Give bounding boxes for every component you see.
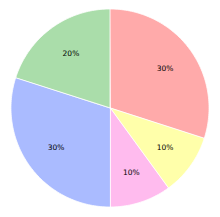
- svg-text:20%: 20%: [63, 49, 80, 58]
- svg-text:30%: 30%: [48, 143, 65, 152]
- svg-text:30%: 30%: [157, 64, 174, 73]
- svg-text:10%: 10%: [157, 143, 174, 152]
- svg-text:10%: 10%: [123, 168, 140, 177]
